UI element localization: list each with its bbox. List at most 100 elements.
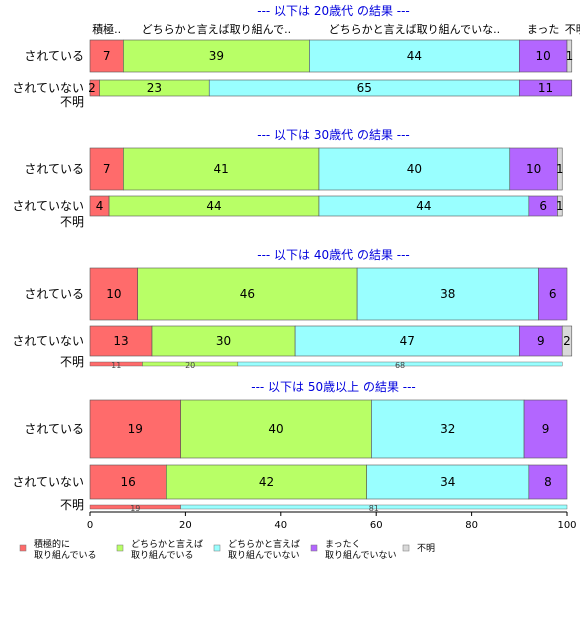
data-label: 9 — [542, 422, 550, 436]
data-label: 19 — [128, 422, 143, 436]
bar-segment — [89, 464, 167, 500]
data-label: 32 — [440, 422, 455, 436]
legend-label-line: 積極的に — [34, 538, 70, 550]
bar-segment — [89, 399, 181, 459]
bar-segment — [523, 399, 568, 459]
data-label: 13 — [113, 334, 128, 348]
x-tick-label: 80 — [465, 520, 478, 531]
row-label: されている — [24, 422, 84, 436]
data-label: 34 — [440, 475, 455, 489]
data-label: 2 — [563, 334, 571, 348]
data-label: 7 — [103, 162, 111, 176]
data-label: 30 — [216, 334, 231, 348]
panel-title: --- 以下は 50歳以上 の結果 --- — [251, 380, 416, 394]
data-label: 46 — [240, 287, 255, 301]
column-header: 積極.. — [92, 22, 121, 36]
bar-segment — [166, 464, 367, 500]
legend-swatch — [19, 544, 27, 552]
legend-label-line: まったく — [325, 539, 361, 550]
column-header: 不明 — [565, 23, 580, 36]
data-label: 41 — [214, 162, 229, 176]
row-label: されていない — [12, 81, 84, 95]
data-label: 9 — [537, 334, 545, 348]
data-label: 10 — [106, 287, 121, 301]
row-label: 不明 — [60, 95, 84, 109]
data-label: 16 — [121, 475, 136, 489]
data-label: 7 — [103, 49, 111, 63]
data-label: 38 — [440, 287, 455, 301]
data-label: 40 — [407, 162, 422, 176]
data-label: 47 — [400, 334, 415, 348]
row-label: 不明 — [60, 215, 84, 229]
bar-segment — [89, 267, 139, 321]
legend-label-line: どちらかと言えば — [228, 538, 300, 550]
data-label: 23 — [147, 81, 162, 95]
data-label: 39 — [209, 49, 224, 63]
bar-segment — [180, 399, 372, 459]
legend-label: 積極的に取り組んでいる — [34, 538, 97, 561]
data-label: 6 — [549, 287, 557, 301]
bar-segment — [123, 39, 310, 73]
x-tick-label: 60 — [370, 520, 383, 531]
legend-label: 不明 — [417, 543, 435, 554]
bar-segment — [237, 361, 563, 367]
legend-swatch — [213, 544, 221, 552]
data-label: 6 — [539, 199, 547, 213]
row-label: されている — [24, 49, 84, 63]
column-header: どちらかと言えば取り組んでいな.. — [329, 23, 500, 36]
bar-segment — [566, 39, 573, 73]
row-label: 不明 — [60, 355, 84, 369]
legend-label: どちらかと言えば取り組んでいない — [228, 538, 300, 561]
x-tick-label: 100 — [557, 520, 576, 531]
bar-segment — [557, 195, 563, 217]
x-tick-label: 0 — [87, 520, 93, 531]
legend-swatch — [310, 544, 318, 552]
data-label: 81 — [369, 504, 379, 513]
panel-title: --- 以下は 40歳代 の結果 --- — [257, 248, 410, 262]
bar-segment — [366, 464, 530, 500]
data-label: 4 — [96, 199, 104, 213]
bar-segment — [509, 147, 558, 191]
data-label: 68 — [395, 361, 405, 370]
row-label: 不明 — [60, 498, 84, 512]
bar-segment — [528, 464, 568, 500]
column-header: どちらかと言えば取り組んで.. — [142, 23, 291, 36]
data-label: 40 — [268, 422, 283, 436]
data-label: 44 — [416, 199, 431, 213]
data-label: 1 — [556, 162, 564, 176]
bar-segment — [123, 147, 320, 191]
legend-label-line: 取り組んでいる — [131, 549, 194, 561]
data-label: 44 — [206, 199, 221, 213]
column-header: まった — [527, 23, 560, 36]
bar-segment — [561, 325, 573, 357]
bar-segment — [89, 39, 124, 73]
data-label: 11 — [538, 81, 553, 95]
bar-segment — [318, 147, 511, 191]
bar-segment — [309, 39, 520, 73]
bar-segment — [518, 39, 568, 73]
row-label: されていない — [12, 475, 84, 489]
data-label: 44 — [407, 49, 422, 63]
bar-segment — [557, 147, 563, 191]
x-tick-label: 40 — [274, 520, 287, 531]
data-label: 8 — [544, 475, 552, 489]
row-label: されている — [24, 162, 84, 176]
data-label: 65 — [357, 81, 372, 95]
row-label: されている — [24, 287, 84, 301]
data-label: 11 — [111, 361, 121, 370]
data-label: 20 — [185, 361, 195, 370]
row-label: されていない — [12, 199, 84, 213]
row-label: されていない — [12, 334, 84, 348]
bar-segment — [89, 147, 124, 191]
bar-segment — [371, 399, 525, 459]
data-label: 1 — [566, 49, 574, 63]
data-label: 42 — [259, 475, 274, 489]
legend-label-line: 取り組んでいる — [34, 549, 97, 561]
data-label: 2 — [88, 81, 96, 95]
bar-segment — [89, 325, 153, 357]
panel-title: --- 以下は 30歳代 の結果 --- — [257, 128, 410, 142]
legend-swatch — [116, 544, 124, 552]
panel-title: --- 以下は 20歳代 の結果 --- — [257, 4, 410, 18]
bar-segment — [518, 325, 563, 357]
